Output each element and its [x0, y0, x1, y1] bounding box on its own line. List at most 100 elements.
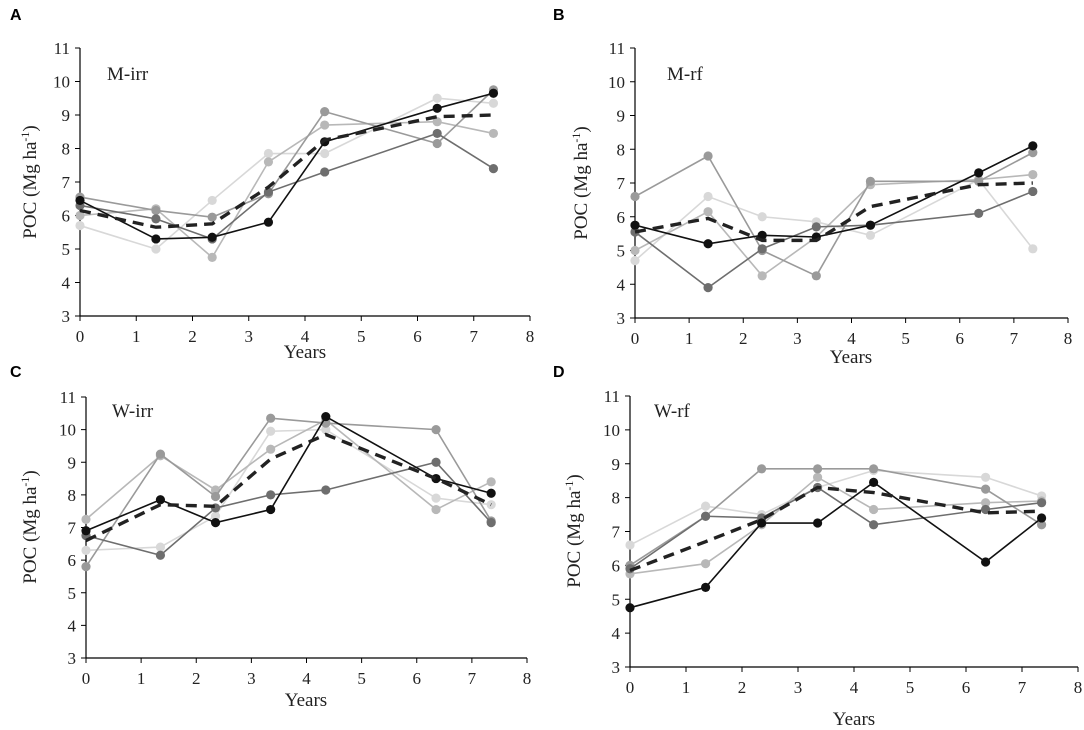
series-point [431, 457, 441, 467]
y-tick-label: 8 [62, 140, 71, 159]
mean-dashed-line [634, 181, 1033, 243]
series-point [207, 195, 217, 206]
series-point [757, 518, 767, 528]
x-tick-label: 5 [906, 678, 915, 697]
y-tick-label: 5 [617, 242, 626, 261]
y-axis-title: POC (Mg ha-1) [18, 470, 41, 583]
y-axis-title-superscript: -1 [18, 132, 32, 142]
series-point [321, 425, 331, 435]
series-point [625, 540, 635, 550]
series-point [703, 283, 713, 293]
x-tick-label: 3 [793, 329, 802, 348]
series-point [431, 493, 441, 503]
series-point [266, 490, 276, 500]
panel-title: M-rf [667, 64, 704, 85]
y-tick-label: 8 [617, 140, 626, 159]
series-point [266, 413, 276, 423]
series-point [701, 582, 711, 592]
x-tick-label: 0 [76, 327, 85, 346]
series-point [432, 93, 442, 103]
y-axis-title-main: POC (Mg ha [20, 141, 41, 239]
series-point [263, 187, 274, 197]
series-point [630, 191, 640, 202]
series-point [1028, 244, 1038, 254]
series-point [813, 472, 823, 482]
x-tick-label: 0 [82, 669, 91, 688]
x-tick-label: 8 [1064, 329, 1073, 348]
y-axis-title-main: POC (Mg ha [564, 490, 585, 588]
y-axis-title-close: ) [20, 470, 41, 476]
y-tick-label: 9 [612, 455, 621, 474]
series-point [981, 557, 991, 567]
series-point [974, 168, 984, 178]
series-point [266, 444, 276, 454]
y-tick-label: 9 [617, 107, 626, 126]
series-point [630, 245, 640, 256]
x-tick-label: 1 [682, 678, 691, 697]
series-point [81, 545, 91, 555]
panel-title: W-irr [112, 401, 154, 422]
series-point [431, 425, 441, 435]
series-point [321, 411, 331, 422]
mean-dashed-line [629, 485, 1042, 573]
series-point [703, 151, 713, 161]
series-point [75, 195, 85, 206]
series-point [813, 464, 823, 474]
series-point [488, 98, 499, 108]
y-tick-label: 7 [617, 174, 626, 193]
series-point [1028, 186, 1038, 197]
series-point [813, 518, 823, 528]
y-tick-label: 10 [53, 73, 70, 92]
series-point [981, 472, 991, 482]
series-point [431, 504, 441, 515]
y-tick-label: 3 [617, 309, 626, 328]
series-point [432, 103, 442, 113]
x-tick-label: 3 [247, 669, 256, 688]
y-tick-label: 6 [62, 207, 71, 226]
x-tick-label: 4 [301, 327, 310, 346]
x-tick-label: 2 [192, 669, 201, 688]
series-point [703, 239, 713, 249]
series-point [757, 271, 767, 281]
y-tick-label: 10 [603, 421, 620, 440]
panel-title: M-irr [107, 64, 149, 85]
series-point [81, 562, 91, 572]
x-tick-label: 6 [962, 678, 971, 697]
series-point [865, 220, 876, 230]
series-point [488, 164, 499, 174]
y-tick-label: 5 [68, 584, 77, 603]
series-point [869, 464, 879, 474]
x-tick-label: 5 [901, 329, 910, 348]
series-point [757, 244, 767, 254]
series-point [869, 477, 879, 487]
series-point [151, 205, 161, 216]
series-point [1037, 520, 1047, 530]
series-point [701, 559, 711, 569]
x-axis-title: Years [830, 347, 872, 368]
panel-d: D 3 4 5 6 7 8 9 10 11 0 1 2 3 4 5 6 7 8 Years POC (Mg ha-1) W… [553, 364, 1082, 730]
series-point [865, 176, 876, 186]
panel-a: A 3 4 5 6 7 8 9 10 11 0 1 2 3 4 5 6 7 8 Years POC (Mg ha-1) M… [10, 7, 534, 363]
series-point [630, 220, 640, 230]
series-point [703, 191, 713, 202]
x-tick-label: 8 [526, 327, 535, 346]
y-axis-title-superscript: -1 [18, 477, 32, 487]
y-tick-label: 11 [604, 387, 620, 406]
x-tick-label: 4 [850, 678, 859, 697]
series-point [432, 128, 442, 139]
series-point [266, 504, 276, 515]
series-point [811, 271, 821, 281]
series-point [210, 491, 221, 502]
series-point [75, 210, 85, 221]
x-tick-label: 8 [1074, 678, 1083, 697]
series-point [75, 220, 85, 231]
y-tick-label: 9 [62, 106, 71, 125]
y-axis-title-main: POC (Mg ha [20, 486, 41, 584]
x-tick-label: 0 [626, 678, 635, 697]
series-point [320, 167, 330, 177]
series-point [155, 550, 166, 560]
series-point [1028, 169, 1038, 180]
y-tick-label: 7 [62, 173, 71, 192]
